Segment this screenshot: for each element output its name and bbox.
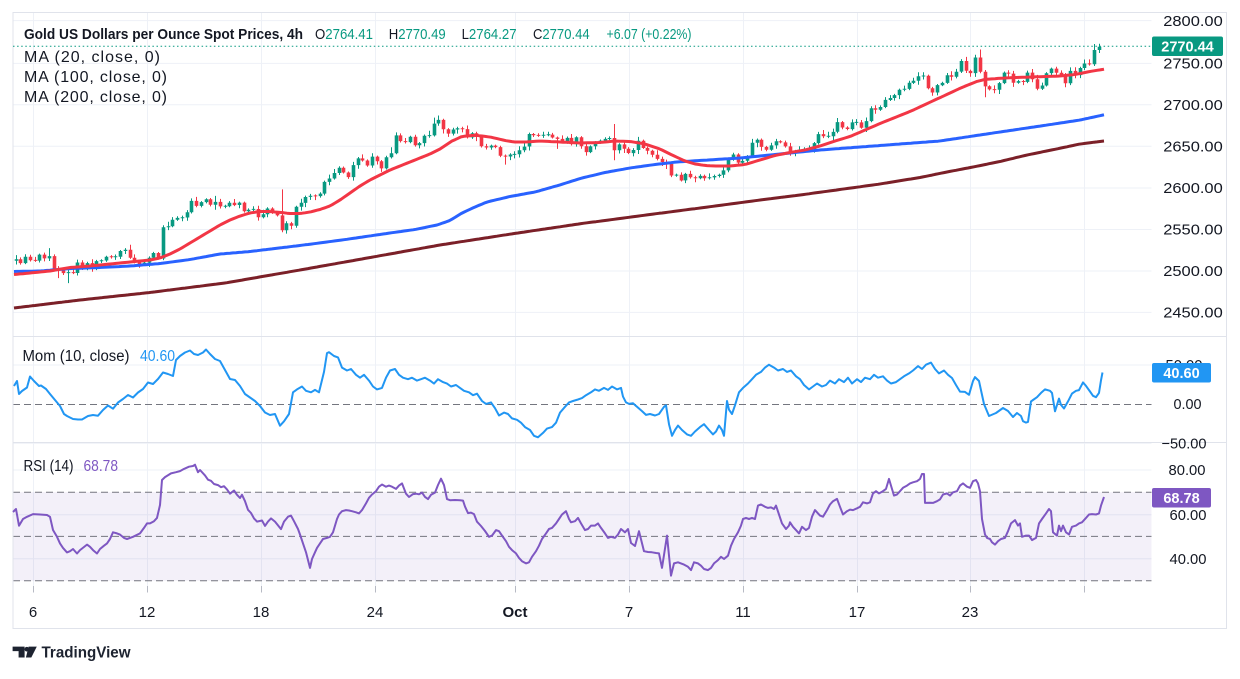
svg-text:23: 23 [962,604,979,621]
svg-text:40.60: 40.60 [140,348,175,365]
svg-text:24: 24 [367,604,384,621]
svg-text:−50.00: −50.00 [1162,435,1207,452]
svg-text:Gold US Dollars per Ounce Spot: Gold US Dollars per Ounce Spot Prices, 4… [24,26,303,43]
svg-text:2770.44: 2770.44 [1161,39,1213,55]
svg-text:7: 7 [625,604,633,621]
svg-text:C2770.44: C2770.44 [533,26,590,43]
svg-text:40.00: 40.00 [1170,551,1207,568]
svg-text:17: 17 [849,604,866,621]
svg-text:2600.00: 2600.00 [1163,180,1223,197]
svg-text:2500.00: 2500.00 [1163,263,1223,280]
svg-text:TradingView: TradingView [42,645,132,662]
svg-text:RSI (14): RSI (14) [24,458,74,475]
svg-text:12: 12 [139,604,156,621]
svg-text:MA (200, close, 0): MA (200, close, 0) [24,89,167,106]
svg-text:68.78: 68.78 [1163,491,1199,507]
svg-text:60.00: 60.00 [1170,507,1207,524]
svg-text:40.60: 40.60 [1163,366,1199,382]
svg-text:11: 11 [735,604,751,621]
svg-text:2550.00: 2550.00 [1163,222,1223,239]
svg-text:2650.00: 2650.00 [1163,139,1223,156]
svg-text:2450.00: 2450.00 [1163,305,1223,322]
svg-text:0.00: 0.00 [1174,396,1202,413]
svg-text:2700.00: 2700.00 [1163,97,1223,114]
svg-text:O2764.41: O2764.41 [315,26,373,43]
svg-text:2800.00: 2800.00 [1163,13,1223,30]
svg-text:68.78: 68.78 [84,458,119,475]
svg-text:+6.07 (+0.22%): +6.07 (+0.22%) [607,26,692,43]
svg-text:MA (20, close, 0): MA (20, close, 0) [24,49,160,66]
svg-text:MA (100, close, 0): MA (100, close, 0) [24,69,167,86]
svg-text:2750.00: 2750.00 [1163,56,1223,73]
svg-text:Oct: Oct [502,604,527,621]
svg-text:Mom (10, close): Mom (10, close) [23,348,130,365]
svg-text:H2770.49: H2770.49 [389,26,446,43]
svg-text:18: 18 [253,604,270,621]
svg-text:L2764.27: L2764.27 [462,26,517,43]
svg-text:6: 6 [29,604,37,621]
svg-text:80.00: 80.00 [1169,462,1206,479]
